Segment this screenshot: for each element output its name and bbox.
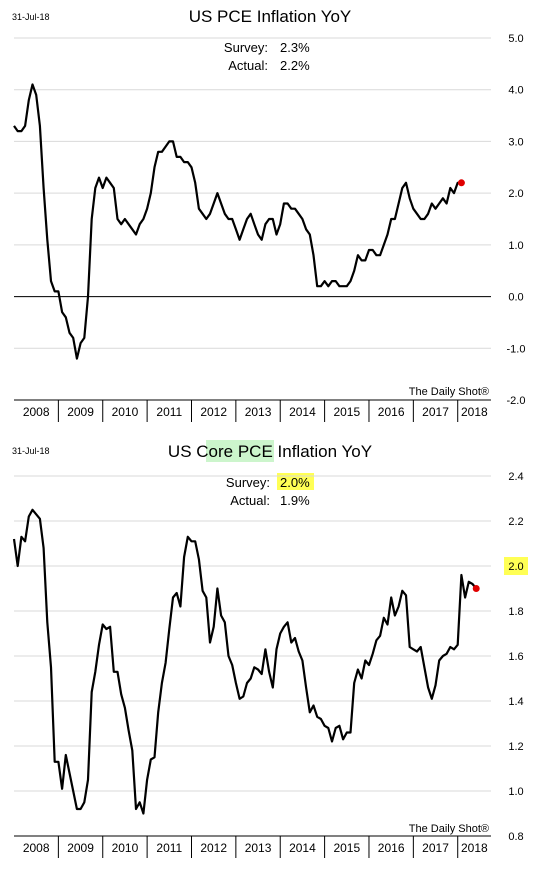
x-tick-label: 2010 <box>112 841 139 855</box>
x-tick-label: 2008 <box>23 841 50 855</box>
y-gridlines <box>14 475 491 792</box>
last-value-marker <box>457 179 465 187</box>
x-tick-label: 2017 <box>422 405 449 419</box>
y-tick-label: -1.0 <box>507 343 526 355</box>
x-tick-label: 2017 <box>422 841 449 855</box>
y-tick-label: 4.0 <box>508 85 523 97</box>
x-tick-label: 2015 <box>333 841 360 855</box>
y-tick-label: 2.2 <box>508 516 523 528</box>
title-suffix: Inflation YoY <box>273 442 372 461</box>
y-tick-label: 2.0 <box>508 561 523 573</box>
pce-chart: 31-Jul-18 US PCE Inflation YoY Survey: 2… <box>12 7 525 422</box>
x-tick-label: 2008 <box>23 405 50 419</box>
title-prefix: US <box>168 442 196 461</box>
date-label: 31-Jul-18 <box>12 446 50 456</box>
x-tick-label: 2018 <box>461 841 488 855</box>
x-tick-label: 2010 <box>112 405 139 419</box>
last-value-marker <box>472 585 480 592</box>
x-tick-label: 2011 <box>156 841 182 855</box>
survey-value: 2.3% <box>280 40 310 55</box>
y-tick-label: 0.8 <box>508 831 523 843</box>
y-axis: -2.0 -1.0 0.0 1.0 2.0 3.0 4.0 5.0 <box>507 33 526 407</box>
y-tick-label: 1.6 <box>508 651 523 663</box>
y-axis: 0.8 1.0 1.2 1.4 1.6 1.8 2.0 2.2 2.4 <box>504 471 528 843</box>
actual-value: 1.9% <box>280 493 310 508</box>
survey-label: Survey: <box>224 40 268 55</box>
chart-title: US PCE Inflation YoY <box>189 7 352 26</box>
tick-highlight <box>504 557 528 575</box>
series-line <box>13 83 462 360</box>
x-axis: 2008 2009 2010 2011 2012 2013 2014 2015 2016 2017… <box>14 399 491 422</box>
x-tick-label: 2012 <box>200 841 227 855</box>
y-tick-label: 0.0 <box>508 292 523 304</box>
x-axis: 2008 2009 2010 2011 2012 2013 2014 2015 2016 2017… <box>14 835 491 858</box>
actual-value: 2.2% <box>280 58 310 73</box>
chart-title: US Core PCE Inflation YoY <box>168 442 372 461</box>
survey-value: 2.0% <box>280 475 310 490</box>
date-label: 31-Jul-18 <box>12 12 50 22</box>
x-tick-label: 2018 <box>461 405 488 419</box>
y-gridlines <box>14 37 491 349</box>
y-tick-label: 2.4 <box>508 471 523 483</box>
title-highlight-text: Core PCE <box>196 442 273 461</box>
series-line <box>12 508 478 815</box>
x-tick-label: 2011 <box>156 405 182 419</box>
x-tick-label: 2013 <box>245 405 272 419</box>
y-tick-label: 1.8 <box>508 606 523 618</box>
x-tick-label: 2009 <box>67 405 94 419</box>
x-tick-label: 2013 <box>245 841 272 855</box>
x-tick-label: 2016 <box>378 841 405 855</box>
actual-label: Actual: <box>230 493 270 508</box>
survey-highlight <box>277 473 314 490</box>
x-tick-label: 2014 <box>289 841 316 855</box>
actual-label: Actual: <box>228 58 268 73</box>
y-tick-label: 1.0 <box>508 786 523 798</box>
x-tick-label: 2014 <box>289 405 316 419</box>
y-tick-label: 1.2 <box>508 741 523 753</box>
y-tick-label: 5.0 <box>508 33 523 45</box>
core-pce-chart: 31-Jul-18 US Core PCE Inflation YoY Surv… <box>12 440 528 858</box>
y-tick-label: 3.0 <box>508 136 523 148</box>
x-tick-label: 2009 <box>67 841 94 855</box>
y-tick-label: 1.0 <box>508 240 523 252</box>
x-tick-label: 2015 <box>333 405 360 419</box>
title-highlight <box>206 440 274 462</box>
y-tick-label: 2.0 <box>508 188 523 200</box>
x-tick-label: 2012 <box>200 405 227 419</box>
source-label: The Daily Shot® <box>409 386 489 398</box>
y-tick-label: 1.4 <box>508 696 523 708</box>
source-label: The Daily Shot® <box>409 823 489 835</box>
x-tick-label: 2016 <box>378 405 405 419</box>
survey-label: Survey: <box>226 475 270 490</box>
y-tick-label: -2.0 <box>507 395 526 407</box>
